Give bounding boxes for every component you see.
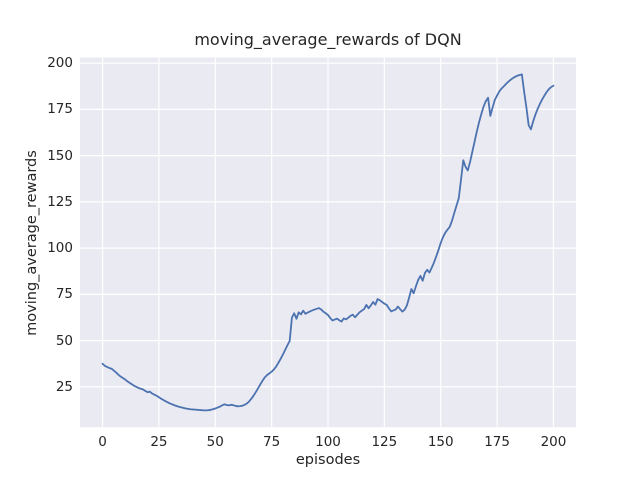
y-axis-label: moving_average_rewards	[24, 150, 40, 336]
y-tick-label: 200	[47, 55, 73, 72]
line-series	[101, 73, 555, 412]
y-tick-label: 75	[55, 286, 73, 303]
y-tick-label: 175	[47, 101, 73, 118]
x-tick-label: 200	[540, 434, 567, 450]
x-tick-label: 125	[371, 434, 398, 450]
x-tick-label: 0	[98, 434, 107, 450]
x-tick-label: 50	[206, 434, 224, 450]
x-tick-label: 75	[263, 434, 281, 450]
x-axis-label: episodes	[295, 452, 361, 468]
y-tick-label: 150	[47, 147, 73, 164]
y-tick-label: 50	[55, 332, 73, 349]
y-tick-label: 125	[47, 193, 73, 210]
y-tick-label: 25	[55, 378, 73, 395]
y-tick-label: 100	[47, 240, 73, 257]
x-tick-label: 25	[150, 434, 168, 450]
x-tick-label: 100	[315, 434, 341, 450]
chart-title: moving_average_rewards of DQN	[194, 30, 462, 49]
x-tick-label: 175	[484, 434, 510, 450]
x-tick-label: 150	[427, 434, 454, 450]
